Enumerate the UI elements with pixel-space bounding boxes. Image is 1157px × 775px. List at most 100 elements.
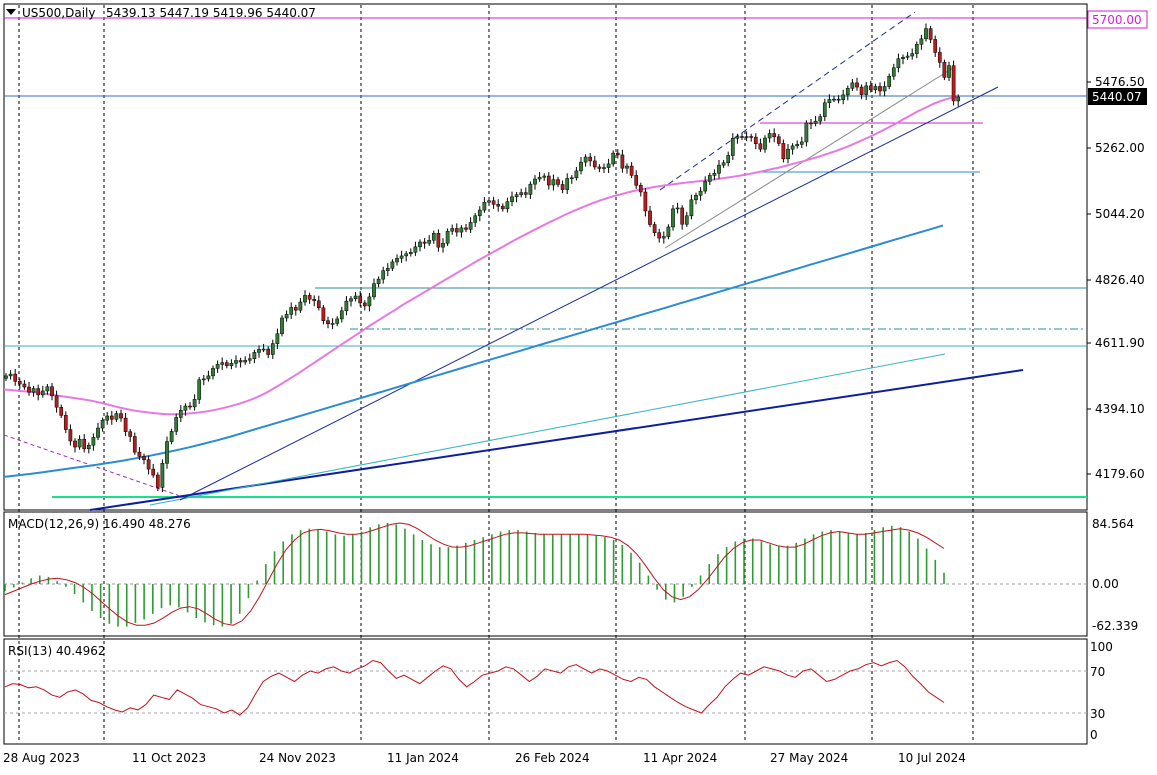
candle-body (928, 28, 933, 40)
x-tick-label: 11 Oct 2023 (132, 751, 206, 765)
candle-body (514, 194, 519, 198)
candle-body (13, 373, 18, 382)
candle-body (160, 463, 165, 488)
main-pane-border (3, 3, 1088, 511)
candle-body (91, 437, 96, 446)
candle-body (758, 143, 763, 150)
candle-body (73, 440, 77, 448)
candle-body (261, 348, 266, 351)
candle-body (542, 175, 547, 178)
x-tick-label: 24 Nov 2023 (259, 751, 336, 765)
y-tick-label: 5044.20 (1095, 207, 1145, 221)
candle-body (45, 386, 50, 392)
candle-body (763, 137, 767, 150)
candle-body (316, 300, 321, 309)
candle-body (730, 138, 735, 156)
candle-body (270, 343, 275, 355)
rsi-pane-border (3, 638, 1088, 745)
candle-body (220, 362, 225, 365)
candle-body (749, 136, 754, 138)
candle-body (841, 94, 846, 100)
candle-body (422, 241, 427, 244)
vertical-grid (18, 5, 974, 743)
candle-body (487, 200, 491, 203)
candle-body (666, 226, 671, 237)
trend-blue-long (179, 86, 999, 501)
candle-body (247, 358, 252, 361)
candle-body (54, 395, 59, 408)
ma-fast-line (3, 96, 959, 416)
axes: 28 Aug 2023 11 Oct 2023 24 Nov 2023 11 Jan … (3, 75, 1145, 765)
candle-body (376, 278, 381, 284)
candle-body (459, 227, 464, 233)
candle-body (63, 415, 68, 430)
candle-body (565, 178, 570, 190)
candle-body (68, 429, 73, 442)
candle-body (27, 386, 31, 393)
current-price-label: 5440.07 (1092, 90, 1142, 104)
candle-body (625, 165, 629, 169)
candle-body (192, 399, 197, 408)
candle-body (96, 427, 100, 438)
candle-body (445, 230, 450, 244)
candle-body (174, 417, 179, 432)
candle-body (661, 236, 666, 239)
trend-channel-inner (664, 67, 954, 249)
x-tick-label: 27 May 2024 (770, 751, 848, 765)
candle-body (726, 155, 731, 163)
candle-body (408, 252, 413, 255)
rsi-y-tick-label: 0 (1090, 728, 1098, 742)
collapse-triangle-icon[interactable] (6, 9, 16, 15)
candle-body (298, 301, 303, 311)
candle-body (146, 459, 151, 470)
candle-body (602, 167, 606, 169)
candle-body (910, 53, 915, 57)
ma-slow-line (3, 224, 944, 478)
candle-body (491, 200, 496, 205)
candle-body (266, 348, 271, 355)
candle-body (128, 431, 133, 437)
candle-body (845, 88, 850, 96)
candle-body (169, 431, 174, 442)
candle-body (105, 415, 110, 421)
candle-body (850, 82, 855, 89)
macd-signal-line (4, 522, 945, 626)
candle-body (556, 179, 560, 185)
candle-body (303, 295, 307, 303)
candle-body (155, 474, 160, 488)
rsi-y-tick-label: 30 (1090, 707, 1105, 721)
candle-body (781, 143, 786, 160)
y-tick-label: 4611.90 (1095, 336, 1145, 350)
candle-body (109, 415, 114, 420)
candle-body (224, 362, 229, 366)
candle-body (40, 390, 45, 396)
candle-body (441, 242, 445, 248)
candle-body (528, 183, 533, 195)
candle-body (919, 38, 924, 45)
candle-body (183, 405, 188, 411)
candle-body (362, 302, 367, 307)
candle-body (238, 360, 243, 363)
candle-body (643, 191, 648, 212)
candle-body (381, 270, 386, 280)
candle-body (712, 173, 717, 176)
candle-body (901, 56, 905, 59)
macd-indicator: MACD(12,26,9) 16.490 48.276 84.564 0.00 -62… (4, 517, 1138, 633)
rsi-label: RSI(13) 40.4962 (8, 644, 106, 658)
candle-body (878, 86, 882, 92)
candle-body (418, 241, 422, 248)
candle-body (675, 207, 680, 210)
candle-body (772, 133, 777, 138)
candle-body (947, 65, 951, 78)
candle-body (234, 360, 238, 364)
candle-body (924, 28, 928, 40)
candle-body (519, 192, 524, 195)
candle-body (358, 295, 363, 304)
candle-body (592, 160, 597, 168)
candle-body (905, 55, 910, 58)
candle-body (197, 379, 202, 400)
x-tick-label: 11 Jan 2024 (387, 751, 459, 765)
candle-body (523, 192, 528, 195)
